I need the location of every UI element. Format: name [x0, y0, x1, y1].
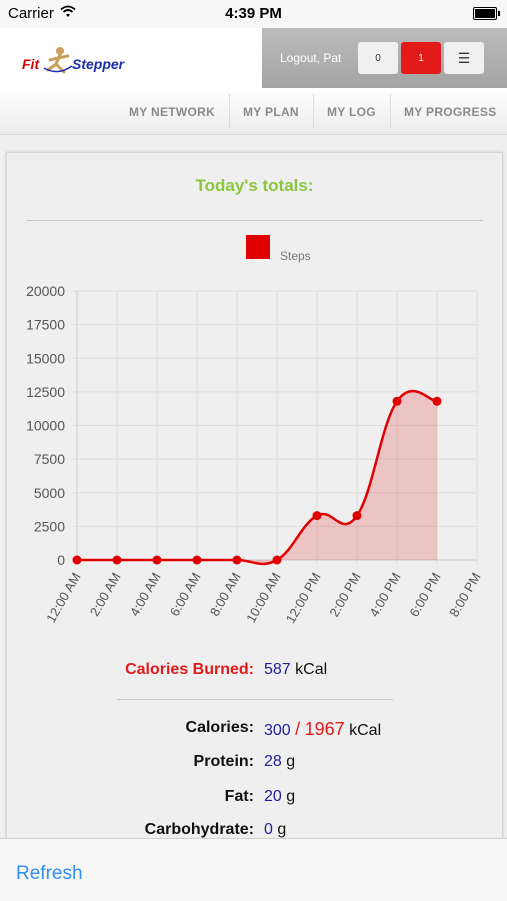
series-line-steps: [76, 389, 438, 566]
calories-goal: 1967: [304, 719, 345, 739]
logo-text-stepper: Stepper: [72, 56, 125, 72]
y-tick-label: 12500: [26, 384, 65, 400]
x-tick-label: 8:00 AM: [207, 570, 244, 619]
data-point: [72, 555, 82, 565]
menu-icon[interactable]: ☰: [444, 42, 484, 74]
y-tick-label: 7500: [34, 451, 65, 467]
runner-logo-icon: [42, 46, 74, 79]
carb-value-group: 0 g: [264, 821, 286, 839]
logout-link[interactable]: Logout, Pat: [280, 51, 342, 65]
fat-unit: g: [286, 788, 296, 805]
y-tick-label: 0: [57, 552, 65, 568]
nav-my-progress[interactable]: MY PROGRESS: [404, 105, 497, 119]
totals-card: Today's totals: Steps 0 2500 5000 7500 10000 1…: [6, 152, 503, 874]
calories-separator: /: [295, 719, 301, 739]
calories-burned-unit: kCal: [295, 661, 328, 678]
user-area: Logout, Pat 0 1 ☰: [262, 28, 507, 88]
fat-value: 20: [264, 788, 282, 805]
x-tick-label: 4:00 PM: [366, 570, 403, 619]
calories-burned-label: Calories Burned:: [125, 661, 254, 678]
y-tick-label: 17500: [26, 317, 65, 333]
nav-divider: [229, 94, 230, 128]
status-bar: Carrier 4:39 PM: [0, 0, 507, 28]
refresh-button[interactable]: Refresh: [16, 863, 83, 884]
protein-value: 28: [264, 753, 282, 770]
calories-label: Calories:: [185, 719, 254, 736]
nav-my-network[interactable]: MY NETWORK: [129, 105, 216, 119]
x-tick-label: 6:00 AM: [167, 570, 204, 619]
notifications-button[interactable]: 1: [401, 42, 441, 74]
x-tick-label: 2:00 AM: [87, 570, 124, 619]
x-tick-label: 10:00 AM: [243, 570, 283, 625]
calories-unit: kCal: [349, 722, 382, 739]
y-tick-label: 2500: [34, 518, 65, 534]
battery-icon: [473, 7, 500, 20]
steps-chart: Steps 0 2500 5000 7500 10000 12500 15000 17500 20…: [26, 235, 484, 626]
series-area-steps: [77, 391, 437, 564]
wifi-icon: [60, 5, 76, 23]
fat-label: Fat:: [224, 788, 254, 805]
calories-burned-value-group: 587 kCal: [264, 661, 327, 679]
messages-button[interactable]: 0: [358, 42, 398, 74]
y-tick-label: 20000: [26, 283, 65, 299]
x-tick-label: 2:00 PM: [326, 570, 363, 619]
carb-label: Carbohydrate:: [144, 821, 254, 838]
divider: [117, 699, 393, 700]
y-tick-label: 10000: [26, 418, 65, 434]
carb-value: 0: [264, 821, 273, 838]
data-point: [192, 555, 202, 565]
data-point: [232, 555, 242, 565]
carb-unit: g: [277, 821, 287, 838]
nav-my-plan[interactable]: MY PLAN: [243, 105, 299, 119]
data-point: [312, 511, 322, 521]
data-point: [392, 396, 402, 406]
legend-swatch: [246, 235, 270, 259]
nav-divider: [313, 94, 314, 128]
status-time: 4:39 PM: [225, 5, 282, 22]
protein-value-group: 28 g: [264, 753, 295, 771]
y-tick-label: 15000: [26, 350, 65, 366]
x-tick-label: 8:00 PM: [446, 570, 483, 619]
totals-title: Today's totals:: [195, 176, 314, 195]
x-tick-label: 6:00 PM: [406, 570, 443, 619]
calories-burned-value: 587: [264, 661, 291, 678]
calories-value: 300: [264, 722, 291, 739]
bottom-toolbar: Refresh: [0, 838, 507, 901]
main-nav: MY NETWORK MY PLAN MY LOG MY PROGRESS: [0, 88, 507, 135]
app-header: Fit Stepper Logout, Pat 0 1 ☰: [0, 28, 507, 88]
data-point: [352, 511, 362, 521]
x-tick-label: 12:00 AM: [43, 570, 83, 625]
nav-my-log[interactable]: MY LOG: [327, 105, 376, 119]
divider: [27, 220, 483, 221]
protein-label: Protein:: [193, 753, 254, 770]
y-tick-label: 5000: [34, 485, 65, 501]
carrier-name: Carrier: [8, 5, 54, 22]
fat-value-group: 20 g: [264, 788, 295, 806]
logo-text-fit: Fit: [22, 56, 40, 72]
logo[interactable]: Fit Stepper: [0, 28, 262, 88]
data-point: [272, 555, 282, 565]
calories-value-group: 300 / 1967 kCal: [264, 719, 381, 740]
x-tick-label: 12:00 PM: [283, 570, 324, 626]
x-tick-label: 4:00 AM: [127, 570, 164, 619]
legend-label: Steps: [280, 249, 311, 263]
data-point: [112, 555, 122, 565]
protein-unit: g: [286, 753, 296, 770]
nav-divider: [390, 94, 391, 128]
data-point: [152, 555, 162, 565]
data-point: [432, 396, 442, 406]
